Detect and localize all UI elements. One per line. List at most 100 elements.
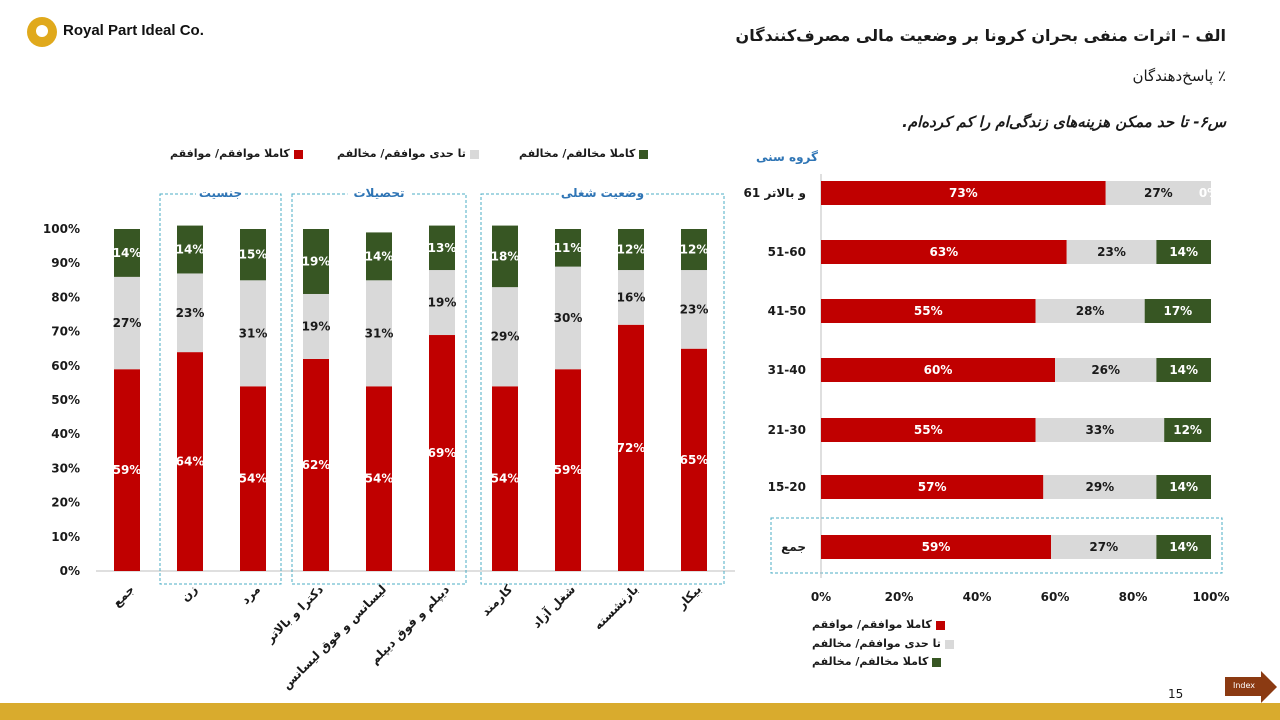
data-label: 73% <box>949 186 978 200</box>
legend-item-agree: کاملا موافقم/ موافقم <box>170 147 303 160</box>
data-label: 14% <box>1169 363 1198 377</box>
data-label: 63% <box>929 245 958 259</box>
legend-swatch-disagree <box>639 149 649 159</box>
data-label: 14% <box>1169 540 1198 554</box>
age-group-title: گروه سنی <box>756 150 819 164</box>
data-label: 30% <box>554 311 583 325</box>
data-label: 55% <box>914 423 943 437</box>
data-label: 13% <box>428 241 457 255</box>
bottom-legend-swatch-agree <box>935 620 945 630</box>
category-label: کارمند <box>479 582 516 619</box>
bar-segment <box>240 386 266 571</box>
x-tick-label: 0% <box>811 590 831 604</box>
data-label: 72% <box>617 441 646 455</box>
data-label: 14% <box>113 246 142 260</box>
bar-segment <box>240 229 266 281</box>
bottom-legend-item-neutral: تا حدی موافقم/ مخالفم <box>812 637 954 650</box>
bar-segment <box>1156 358 1211 382</box>
footer-bar <box>0 703 1280 720</box>
category-label: جمع <box>781 540 806 554</box>
y-tick-label: 30% <box>51 461 80 475</box>
group-label-bg <box>196 184 245 202</box>
slide-subtitle: ٪ پاسخ‌دهندگان <box>1132 67 1226 85</box>
data-label: 23% <box>1097 245 1126 259</box>
bar-segment <box>618 270 644 325</box>
bar-segment <box>429 335 455 571</box>
category-label: 61 و بالاتر <box>744 186 806 201</box>
bottom-legend-swatch-disagree <box>932 657 942 667</box>
data-label: 11% <box>554 241 583 255</box>
bar-segment <box>177 352 203 571</box>
y-tick-label: 50% <box>51 393 80 407</box>
data-label: 27% <box>1089 540 1118 554</box>
category-label: 51-60 <box>768 245 806 259</box>
category-label: 31-40 <box>768 363 806 377</box>
bar-segment <box>177 225 203 274</box>
bottom-legend-item-disagree: کاملا مخالفم/ مخالفم <box>812 655 942 668</box>
bar-segment <box>492 225 518 288</box>
horizontal-stacked-bar-chart: 61 و بالاتر 73% 27% 0% 51-60 63% 23% 14% 41-50 55… <box>744 174 1230 604</box>
bar-segment <box>366 280 392 387</box>
slide-title: الف – اثرات منفی بحران کرونا بر وضعیت ما… <box>735 26 1226 45</box>
index-button-body[interactable] <box>1225 677 1263 696</box>
data-label: 31% <box>239 326 268 340</box>
bar-segment <box>1043 475 1157 499</box>
bar-segment <box>681 270 707 349</box>
legend-item-disagree: کاملا مخالفم/ مخالفم <box>519 147 649 160</box>
legend-label-neutral: تا حدی موافقم/ مخالفم <box>337 147 466 160</box>
bar-segment <box>681 348 707 571</box>
group-label: تحصیلات <box>353 186 404 200</box>
legend-label-agree: کاملا موافقم/ موافقم <box>170 147 290 160</box>
category-label: شغل آزاد <box>529 582 578 631</box>
x-tick-label: 100% <box>1192 590 1229 604</box>
data-label: 62% <box>302 458 331 472</box>
arrow-right-icon[interactable] <box>1261 671 1277 703</box>
survey-question: س۶- تا حد ممکن هزینه‌های زندگی‌ام را کم … <box>902 113 1226 131</box>
data-label: 27% <box>113 316 142 330</box>
bar-segment <box>492 287 518 387</box>
legend-swatch-neutral <box>469 149 479 159</box>
legend-label-disagree: کاملا مخالفم/ مخالفم <box>519 147 636 160</box>
data-label: 59% <box>922 540 951 554</box>
data-label: 17% <box>1163 304 1192 318</box>
y-tick-label: 100% <box>43 222 80 236</box>
y-tick-label: 70% <box>51 325 80 339</box>
bottom-legend-label-neutral: تا حدی موافقم/ مخالفم <box>812 637 941 650</box>
bar-segment <box>114 369 140 571</box>
bar-segment <box>681 229 707 271</box>
total-row-box <box>770 517 1223 574</box>
company-logo-icon <box>27 17 57 47</box>
data-label: 14% <box>176 243 205 257</box>
bar-segment <box>821 181 1106 205</box>
bar-segment <box>1144 299 1211 323</box>
data-label: 55% <box>914 304 943 318</box>
bar-segment <box>366 232 392 281</box>
category-label: زن <box>178 582 200 604</box>
bar-segment <box>821 299 1036 323</box>
data-label: 31% <box>365 326 394 340</box>
category-label: بیکار <box>674 582 704 612</box>
index-button-label[interactable]: Index <box>1232 681 1256 690</box>
category-label: 15-20 <box>768 480 806 494</box>
bar-segment <box>303 293 329 359</box>
x-tick-label: 20% <box>885 590 914 604</box>
data-label: 12% <box>680 243 709 257</box>
index-button[interactable]: Index <box>1225 671 1277 703</box>
y-tick-label: 40% <box>51 427 80 441</box>
data-label: 29% <box>1085 480 1114 494</box>
data-label: 16% <box>617 290 646 304</box>
data-label: 54% <box>365 472 394 486</box>
bar-segment <box>303 229 329 294</box>
category-label: بازنشسته <box>591 582 641 632</box>
page-number: 15 <box>1168 687 1184 701</box>
y-tick-label: 80% <box>51 290 80 304</box>
y-tick-label: 60% <box>51 359 80 373</box>
bar-segment <box>1035 418 1165 442</box>
data-label: 65% <box>680 453 709 467</box>
bar-segment <box>1066 240 1157 264</box>
data-label: 27% <box>1144 186 1173 200</box>
y-tick-label: 90% <box>51 256 80 270</box>
data-label: 54% <box>491 472 520 486</box>
y-tick-label: 20% <box>51 496 80 510</box>
x-tick-label: 80% <box>1119 590 1148 604</box>
